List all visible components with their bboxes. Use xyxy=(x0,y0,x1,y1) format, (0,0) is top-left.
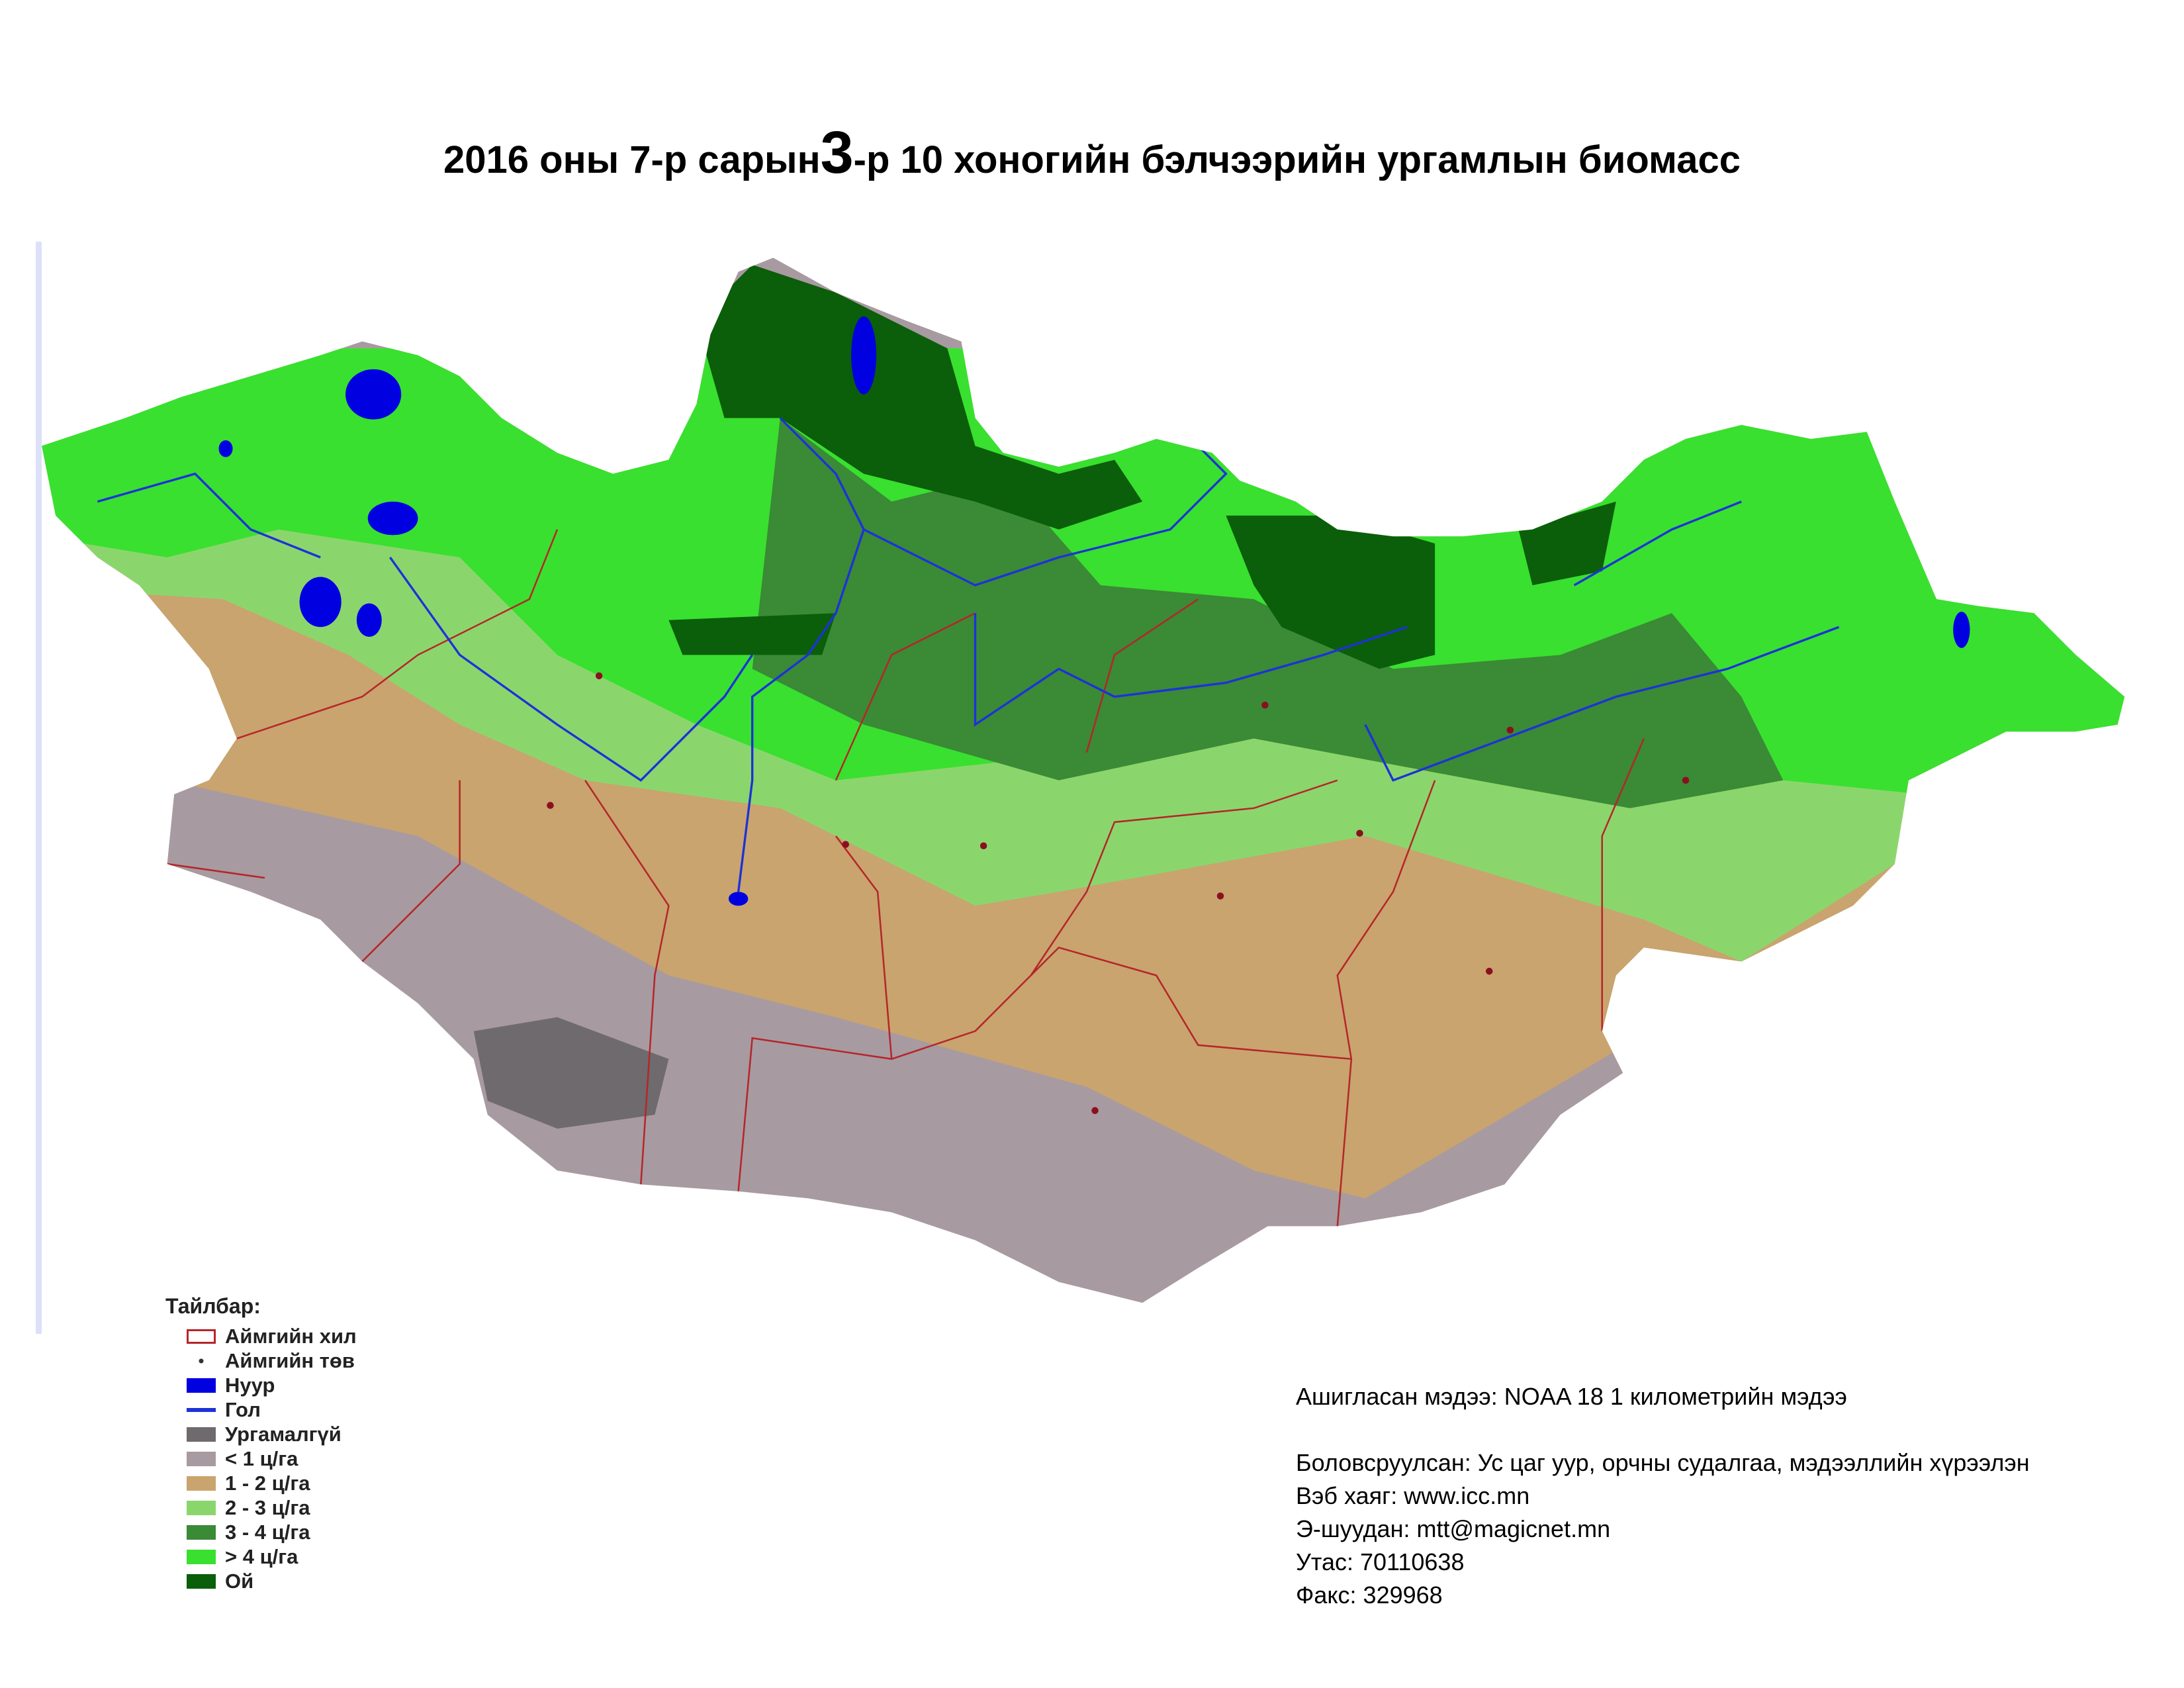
info-block: Ашигласан мэдээ: NOAA 18 1 километрийн м… xyxy=(1296,1380,2030,1612)
legend-label: 3 - 4 ц/га xyxy=(225,1520,310,1544)
legend-item: 3 - 4 ц/га xyxy=(165,1520,357,1544)
title-decade: 3 xyxy=(820,120,854,186)
legend-label: Аймгийн хил xyxy=(225,1324,357,1348)
legend-item: 1 - 2 ц/га xyxy=(165,1471,357,1495)
info-line: Утас: 70110638 xyxy=(1296,1548,1465,1575)
legend-label: 1 - 2 ц/га xyxy=(225,1471,310,1495)
legend-item: > 4 ц/га xyxy=(165,1544,357,1569)
region-3-4 xyxy=(752,418,1784,808)
info-line: Э-шуудан: mtt@magicnet.mn xyxy=(1296,1515,1611,1542)
legend-item: Ургамалгүй xyxy=(165,1422,357,1446)
info-line: Боловсруулсан: Ус цаг уур, орчны судалга… xyxy=(1296,1449,2030,1476)
aimag-borders xyxy=(167,529,1645,1227)
title-start: 2016 оны 7-р сарын xyxy=(443,138,821,181)
legend-label: Ургамалгүй xyxy=(225,1422,341,1446)
info-source: Ашигласан мэдээ: NOAA 18 1 километрийн м… xyxy=(1296,1383,1847,1410)
title-end: -р 10 хоногийн бэлчээрийн ургамлын биома… xyxy=(853,138,1741,181)
mongolia-map xyxy=(42,258,2125,1303)
legend-title: Тайлбар: xyxy=(165,1294,261,1318)
legend-label: < 1 ц/га xyxy=(225,1446,298,1470)
legend-label: Нуур xyxy=(225,1373,275,1397)
legend-label: Аймгийн төв xyxy=(225,1348,355,1372)
legend-label: > 4 ц/га xyxy=(225,1544,298,1568)
legend: Тайлбар: Аймгийн хил Аймгийн төв Нуур Го… xyxy=(165,1294,357,1593)
legend-label: 2 - 3 ц/га xyxy=(225,1495,310,1519)
forest xyxy=(696,264,1143,530)
rivers xyxy=(97,417,1840,892)
bare xyxy=(473,1017,669,1129)
legend-item: Аймгийн төв xyxy=(165,1348,357,1373)
legend-item: Гол xyxy=(165,1397,357,1422)
legend-item: 2 - 3 ц/га xyxy=(165,1495,357,1520)
legend-label: Ой xyxy=(225,1569,254,1593)
frame-edge xyxy=(36,242,42,1334)
legend-label: Гол xyxy=(225,1397,261,1421)
info-line: Вэб хаяг: www.icc.mn xyxy=(1296,1482,1530,1509)
legend-item: Ой xyxy=(165,1569,357,1593)
legend-item: Нуур xyxy=(165,1373,357,1397)
forest xyxy=(668,613,836,655)
legend-item: < 1 ц/га xyxy=(165,1446,357,1471)
lakes xyxy=(218,316,1970,906)
aimag-centers xyxy=(547,672,1690,1114)
title: 2016 оны 7-р сарын 3 -р 10 хоногийн бэлч… xyxy=(0,119,2184,187)
info-line: Факс: 329968 xyxy=(1296,1581,1443,1609)
legend-item: Аймгийн хил xyxy=(165,1324,357,1348)
forest xyxy=(1226,515,1435,669)
